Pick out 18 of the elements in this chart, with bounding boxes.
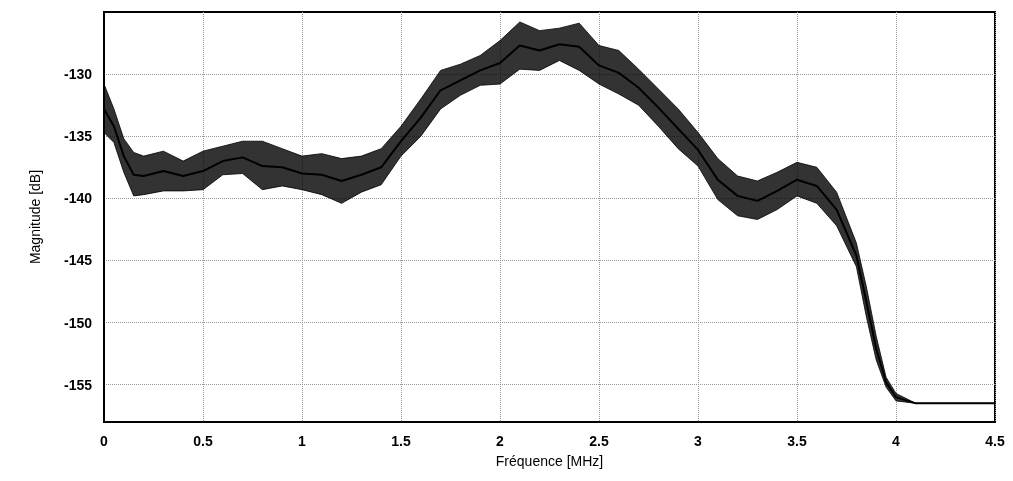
x-tick-label: 0 bbox=[100, 433, 109, 449]
x-tick-label: 2 bbox=[496, 433, 505, 449]
y-tick-label: -135 bbox=[63, 128, 93, 145]
x-tick-label: 4 bbox=[892, 433, 901, 449]
y-tick-label: -155 bbox=[63, 376, 93, 393]
x-tick-label: 3 bbox=[694, 433, 703, 449]
x-tick-label: 3.5 bbox=[787, 433, 807, 449]
x-tick-label: 2.5 bbox=[589, 433, 609, 449]
x-tick-label: 0.5 bbox=[193, 433, 213, 449]
x-tick-label: 1 bbox=[298, 433, 307, 449]
y-axis-title: Magnitude [dB] bbox=[27, 169, 43, 265]
y-tick-label: -150 bbox=[63, 314, 93, 331]
x-tick-label: 1.5 bbox=[391, 433, 411, 449]
x-tick-label: 4.5 bbox=[985, 433, 1005, 449]
y-tick-label: -130 bbox=[63, 66, 93, 83]
y-tick-label: -140 bbox=[63, 190, 93, 207]
x-axis-title: Fréquence [MHz] bbox=[495, 453, 604, 469]
y-tick-label: -145 bbox=[63, 252, 93, 269]
